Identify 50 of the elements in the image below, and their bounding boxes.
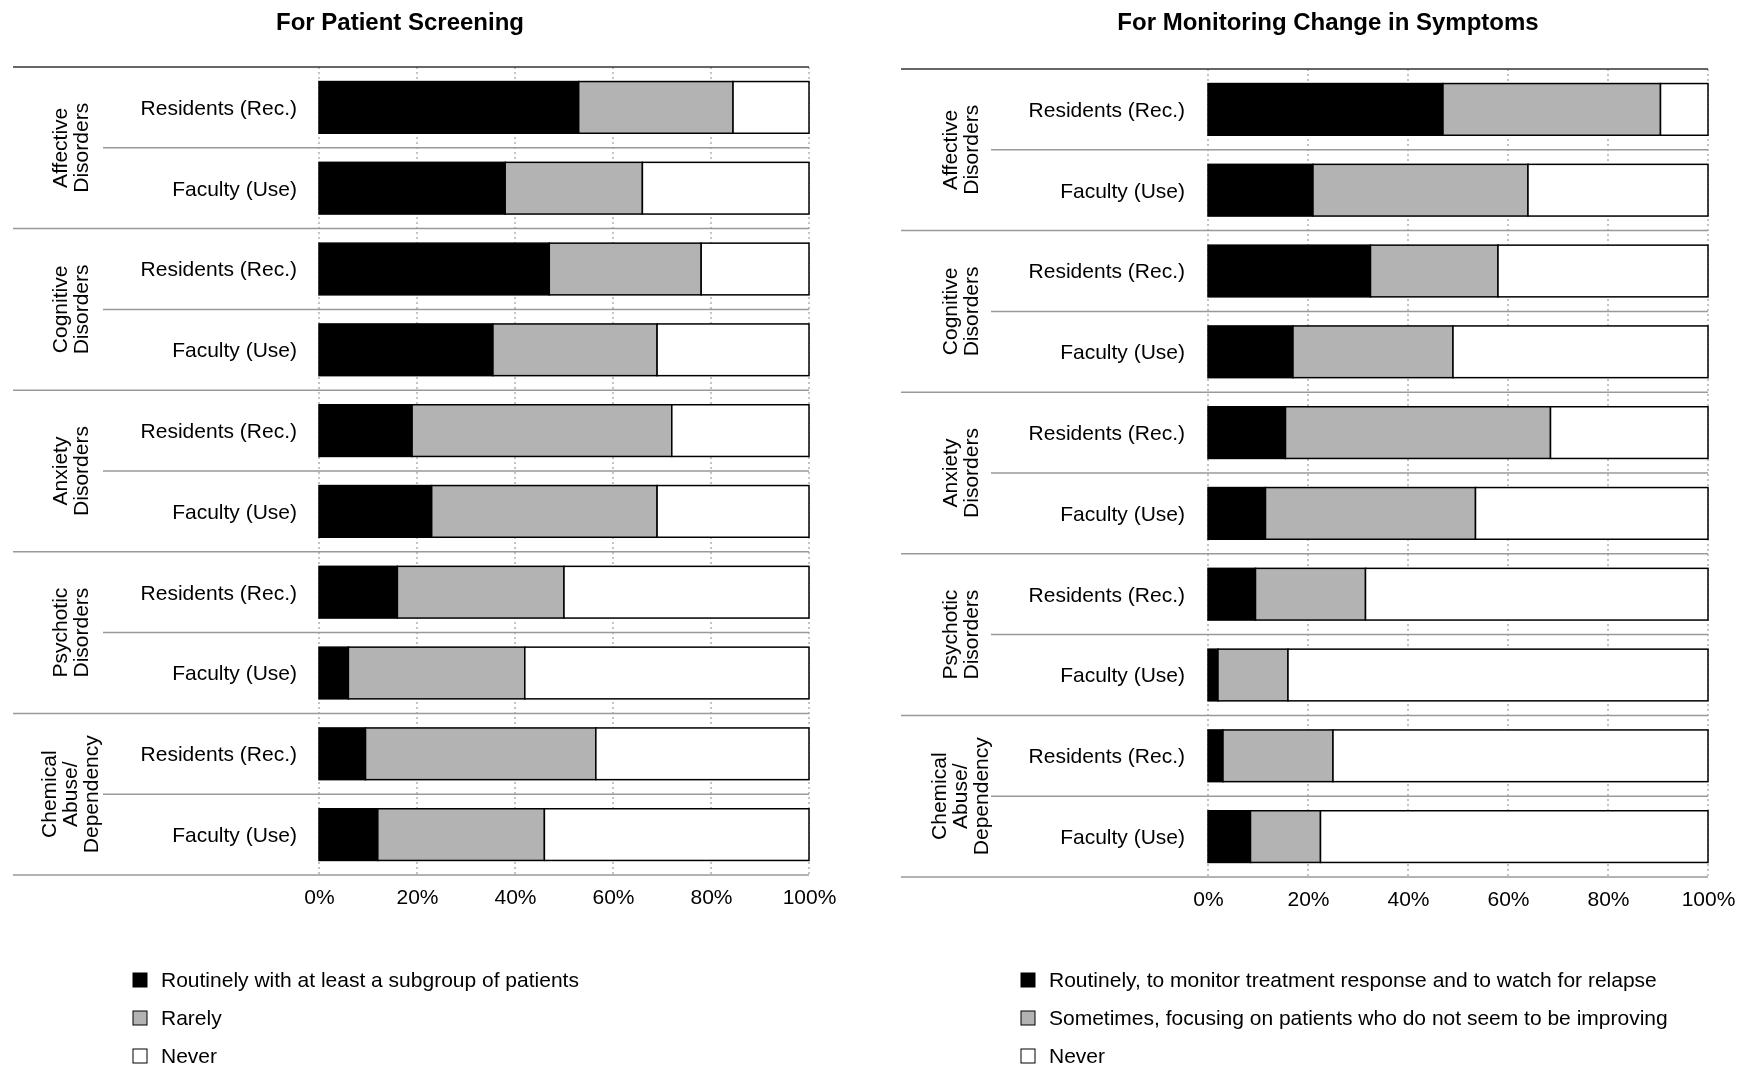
x-tick-label: 100% bbox=[782, 884, 837, 908]
legend-label: Routinely with at least a subgroup of patients bbox=[161, 968, 579, 992]
y-tick-label: Faculty (Use) bbox=[1060, 824, 1185, 848]
text: Anxiety Disorders bbox=[47, 426, 92, 516]
text: Chemical Abuse/ Dependency bbox=[37, 734, 103, 854]
y-tick-label: Residents (Rec.) bbox=[140, 742, 297, 766]
y-tick-label: Residents (Rec.) bbox=[1028, 259, 1185, 283]
legend-label: Rarely bbox=[161, 1006, 223, 1030]
y-tick-label: Residents (Rec.) bbox=[140, 257, 297, 281]
x-tick-label: 60% bbox=[592, 884, 635, 908]
x-tick-label: 20% bbox=[1287, 886, 1330, 910]
y-tick-label: Residents (Rec.) bbox=[140, 580, 297, 604]
legend-label: Routinely, to monitor treatment response and to watch for relapse bbox=[1049, 968, 1657, 992]
legend-label: Never bbox=[1049, 1044, 1106, 1068]
text: Anxiety Disorders bbox=[937, 428, 982, 518]
y-tick-label: Faculty (Use) bbox=[172, 499, 297, 523]
y-tick-label: Residents (Rec.) bbox=[140, 418, 297, 442]
x-tick-label: 20% bbox=[396, 884, 439, 908]
text: Cognitive Disorders bbox=[47, 264, 92, 355]
y-tick-label: Residents (Rec.) bbox=[1028, 744, 1185, 768]
y-tick-label: Faculty (Use) bbox=[1060, 178, 1185, 202]
text: Affective Disorders bbox=[937, 104, 982, 195]
text: Psychotic Disorders bbox=[937, 589, 982, 680]
y-tick-label: Faculty (Use) bbox=[1060, 663, 1185, 687]
text: Affective Disorders bbox=[47, 102, 92, 193]
legend-label: Never bbox=[161, 1044, 218, 1068]
y-tick-label: Faculty (Use) bbox=[172, 176, 297, 200]
x-tick-label: 0% bbox=[304, 884, 335, 908]
x-tick-label: 100% bbox=[1681, 886, 1736, 910]
x-tick-label: 0% bbox=[1193, 886, 1224, 910]
y-tick-label: Faculty (Use) bbox=[172, 661, 297, 685]
y-tick-label: Faculty (Use) bbox=[172, 338, 297, 362]
x-tick-label: 60% bbox=[1487, 886, 1530, 910]
y-tick-label: Residents (Rec.) bbox=[1028, 582, 1185, 606]
chart-title: For Monitoring Change in Symptoms bbox=[1117, 8, 1539, 35]
x-tick-label: 40% bbox=[1387, 886, 1430, 910]
text: Psychotic Disorders bbox=[47, 587, 92, 678]
y-tick-label: Residents (Rec.) bbox=[140, 95, 297, 119]
y-tick-label: Residents (Rec.) bbox=[1028, 420, 1185, 444]
x-tick-label: 80% bbox=[1587, 886, 1630, 910]
y-tick-label: Faculty (Use) bbox=[1060, 340, 1185, 364]
y-tick-label: Residents (Rec.) bbox=[1028, 97, 1185, 121]
x-tick-label: 40% bbox=[494, 884, 537, 908]
legend-label: Sometimes, focusing on patients who do not seem to be improving bbox=[1049, 1006, 1668, 1030]
y-tick-label: Faculty (Use) bbox=[172, 822, 297, 846]
chart-title: For Patient Screening bbox=[275, 8, 525, 35]
y-tick-label: Faculty (Use) bbox=[1060, 501, 1185, 525]
text: Cognitive Disorders bbox=[937, 266, 982, 357]
x-tick-label: 80% bbox=[690, 884, 733, 908]
text: Chemical Abuse/ Dependency bbox=[927, 736, 993, 856]
